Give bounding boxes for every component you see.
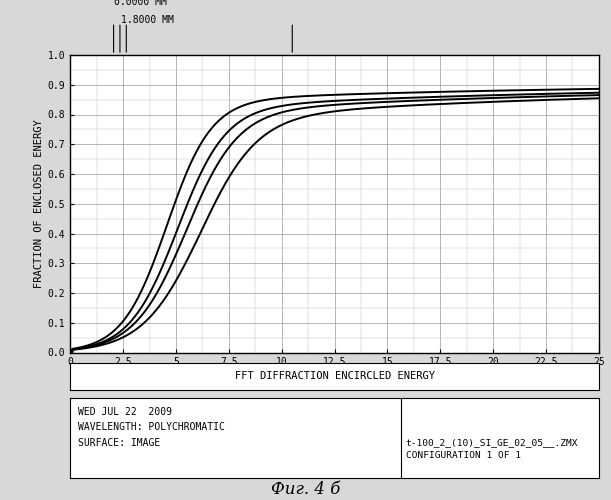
Text: WED JUL 22  2009
WAVELENGTH: POLYCHROMATIC
SURFACE: IMAGE: WED JUL 22 2009 WAVELENGTH: POLYCHROMATI… [78,407,225,448]
X-axis label: RADIUS FROM CENTROID IN μm: RADIUS FROM CENTROID IN μm [254,372,415,382]
Y-axis label: FRACTION OF ENCLOSED ENERGY: FRACTION OF ENCLOSED ENERGY [34,120,43,288]
Text: 0.0000 MM: 0.0000 MM [114,0,166,8]
Text: FFT DIFFRACTION ENCIRCLED ENERGY: FFT DIFFRACTION ENCIRCLED ENERGY [235,371,434,381]
Text: t-100_2_(10)_SI_GE_02_05__.ZMX
CONFIGURATION 1 OF 1: t-100_2_(10)_SI_GE_02_05__.ZMX CONFIGURA… [406,438,579,460]
Text: Фиг. 4 б: Фиг. 4 б [271,480,340,498]
Text: 1.8000 MM: 1.8000 MM [121,16,174,26]
